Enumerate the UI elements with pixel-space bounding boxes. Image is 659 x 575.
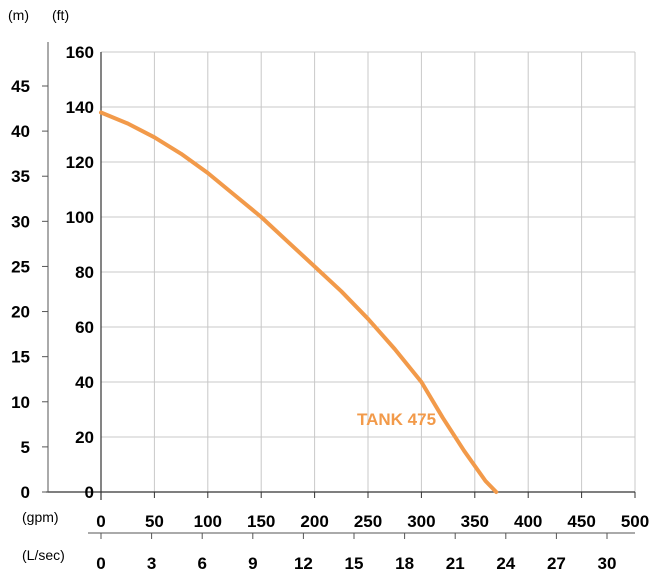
tick-label-gpm: 400 — [514, 512, 542, 531]
tick-label-ft: 20 — [75, 428, 94, 447]
series-line-tank-475 — [99, 110, 499, 494]
tick-label-gpm: 100 — [194, 512, 222, 531]
tick-label-m: 45 — [11, 77, 30, 96]
series-label-tank-475: TANK 475 — [357, 410, 436, 429]
tick-label-m: 25 — [11, 257, 30, 276]
tick-label-ft: 80 — [75, 263, 94, 282]
tick-label-m: 15 — [11, 348, 30, 367]
unit-label-lsec: (L/sec) — [22, 547, 65, 563]
tick-label-ft: 100 — [66, 208, 94, 227]
unit-label-m: (m) — [8, 7, 29, 23]
tick-label-ft: 120 — [66, 153, 94, 172]
unit-label-ft: (ft) — [52, 7, 69, 23]
tick-labels: 0204060801001201401600510152025303540450… — [11, 43, 649, 573]
tick-label-m: 0 — [21, 483, 30, 502]
tick-label-lsec: 6 — [197, 554, 206, 573]
tick-label-lsec: 9 — [248, 554, 257, 573]
tick-label-m: 30 — [11, 212, 30, 231]
tick-label-ft: 40 — [75, 373, 94, 392]
tick-label-lsec: 21 — [446, 554, 465, 573]
tick-label-lsec: 18 — [395, 554, 414, 573]
tick-label-gpm: 0 — [96, 512, 105, 531]
tick-label-gpm: 250 — [354, 512, 382, 531]
tick-label-gpm: 450 — [567, 512, 595, 531]
tick-label-lsec: 0 — [96, 554, 105, 573]
tick-label-gpm: 350 — [461, 512, 489, 531]
tick-label-lsec: 30 — [598, 554, 617, 573]
tick-label-gpm: 50 — [145, 512, 164, 531]
tick-label-lsec: 27 — [547, 554, 566, 573]
tick-label-ft: 140 — [66, 98, 94, 117]
axes — [46, 42, 635, 534]
tick-label-ft: 0 — [85, 483, 94, 502]
tick-label-lsec: 3 — [147, 554, 156, 573]
unit-label-gpm: (gpm) — [22, 509, 59, 525]
tick-label-gpm: 500 — [621, 512, 649, 531]
tick-label-m: 20 — [11, 303, 30, 322]
tick-label-gpm: 300 — [407, 512, 435, 531]
tick-label-lsec: 15 — [345, 554, 364, 573]
tick-label-gpm: 150 — [247, 512, 275, 531]
tick-label-m: 40 — [11, 122, 30, 141]
tick-label-ft: 60 — [75, 318, 94, 337]
tick-label-m: 10 — [11, 393, 30, 412]
tick-label-ft: 160 — [66, 43, 94, 62]
series — [99, 110, 499, 494]
tick-label-lsec: 24 — [496, 554, 515, 573]
tick-label-m: 5 — [21, 438, 30, 457]
tick-label-lsec: 12 — [294, 554, 313, 573]
tick-label-m: 35 — [11, 167, 30, 186]
tick-label-gpm: 200 — [300, 512, 328, 531]
